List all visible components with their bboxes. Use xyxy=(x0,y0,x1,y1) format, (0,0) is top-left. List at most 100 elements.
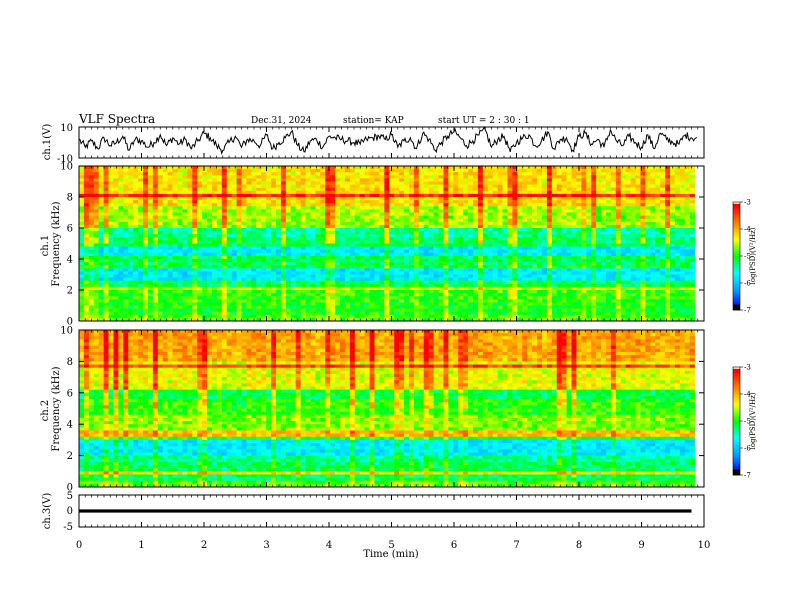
ch1-spectrogram-cell xyxy=(546,277,553,281)
ch1-spectrogram-cell xyxy=(586,265,592,269)
ch1-spectrogram-cell xyxy=(177,166,183,170)
ch1-spectrogram-cell xyxy=(517,240,523,244)
ch1-spectrogram-cell xyxy=(128,234,134,238)
ch1-spectrogram-cell xyxy=(108,243,114,247)
ch1-spectrogram-cell xyxy=(103,259,109,263)
ch1-spectrogram-cell xyxy=(571,262,577,266)
ch1-spectrogram-cell xyxy=(138,166,144,170)
ch1-spectrogram-cell xyxy=(477,224,484,229)
ch1-spectrogram-cell xyxy=(108,190,114,195)
ch1-spectrogram-cell xyxy=(98,237,104,241)
ch1-spectrogram-cell xyxy=(182,175,188,179)
ch1-spectrogram-cell xyxy=(187,283,193,288)
ch1-spectrogram-cell xyxy=(581,277,587,281)
ch1-spectrogram-cell xyxy=(428,228,434,232)
ch1-spectrogram-cell xyxy=(630,166,636,170)
ch1-spectrogram-cell xyxy=(315,172,321,176)
ch1-spectrogram-cell xyxy=(216,206,223,210)
ch1-spectrogram-cell xyxy=(655,224,661,229)
ch1-spectrogram-cell xyxy=(610,224,617,229)
ch1-spectrogram-cell xyxy=(674,249,681,254)
ch1-spectrogram-cell xyxy=(207,237,213,241)
ch1-spectrogram-cell xyxy=(79,169,85,173)
ch1-spectrogram-cell xyxy=(601,193,607,198)
ch1-spectrogram-cell xyxy=(157,252,164,257)
ch1-spectrogram-cell xyxy=(389,237,395,241)
ch1-spectrogram-cell xyxy=(670,197,676,201)
ch1-spectrogram-cell xyxy=(349,181,356,185)
ch1-spectrogram-cell xyxy=(517,166,523,170)
ch1-spectrogram-cell xyxy=(556,187,562,192)
ch1-spectrogram-cell xyxy=(88,224,95,229)
ch1-spectrogram-cell xyxy=(197,228,203,232)
ch1-spectrogram-cell xyxy=(349,190,356,195)
ch1-spectrogram-cell xyxy=(128,243,134,247)
ch1-spectrogram-cell xyxy=(113,237,119,241)
ch1-spectrogram-cell xyxy=(143,283,149,288)
ch1-spectrogram-cell xyxy=(615,271,622,275)
ch1-spectrogram-cell xyxy=(408,169,415,173)
ch1-spectrogram-cell xyxy=(556,277,562,281)
ch1-spectrogram-cell xyxy=(423,274,429,278)
ch1-spectrogram-cell xyxy=(522,286,528,291)
ch1-spectrogram-cell xyxy=(162,224,168,229)
ch1-spectrogram-cell xyxy=(266,274,272,278)
ch1-spectrogram-cell xyxy=(133,249,139,254)
ch1-spectrogram-cell xyxy=(202,178,208,182)
ch1-spectrogram-cell xyxy=(231,166,237,170)
ch1-spectrogram-cell xyxy=(340,224,346,229)
ch1-spectrogram-cell xyxy=(182,268,188,272)
ch1-spectrogram-cell xyxy=(640,224,646,229)
ch1-spectrogram-cell xyxy=(670,215,676,219)
ch1-spectrogram-cell xyxy=(551,193,558,198)
ch1-spectrogram-cell xyxy=(596,234,602,238)
ch1-spectrogram-cell xyxy=(295,212,301,216)
ch1-spectrogram-cell xyxy=(177,200,183,204)
ch1-spectrogram-cell xyxy=(182,280,188,285)
ch1-spectrogram-cell xyxy=(620,234,626,238)
ch1-spectrogram-cell xyxy=(546,190,553,195)
ch1-spectrogram-cell xyxy=(428,252,434,257)
ch1-spectrogram-cell xyxy=(399,280,405,285)
ch1-spectrogram-cell xyxy=(143,252,149,257)
ch1-spectrogram-cell xyxy=(601,187,607,192)
ch1-spectrogram-cell xyxy=(231,184,237,188)
ch1-spectrogram-cell xyxy=(655,231,661,235)
ch1-spectrogram-cell xyxy=(211,240,218,244)
ch1-spectrogram-cell xyxy=(207,181,213,185)
ch1-spectrogram-cell xyxy=(271,178,277,182)
ch1-spectrogram-cell xyxy=(615,234,622,238)
ch1-spectrogram-cell xyxy=(216,193,223,198)
ch1-spectrogram-cell xyxy=(551,286,558,291)
ch1-spectrogram-cell xyxy=(123,190,129,195)
ch1-spectrogram-cell xyxy=(261,190,267,195)
ch1-spectrogram-cell xyxy=(369,237,375,241)
ch1-spectrogram-cell xyxy=(285,240,292,244)
ch1-spectrogram-cell xyxy=(138,197,144,201)
ch1-spectrogram-cell xyxy=(413,243,420,247)
ch1-spectrogram-cell xyxy=(266,175,272,179)
ch1-spectrogram-cell xyxy=(394,190,400,195)
ch1-spectrogram-cell xyxy=(458,286,464,291)
ch1-spectrogram-cell xyxy=(276,252,282,257)
ch1-spectrogram-cell xyxy=(246,283,252,288)
ch1-spectrogram-cell xyxy=(364,262,370,266)
ch1-spectrogram-cell xyxy=(118,243,124,247)
ch1-spectrogram-cell xyxy=(645,172,651,176)
ch1-spectrogram-cell xyxy=(389,234,395,238)
ch1-spectrogram-cell xyxy=(118,259,124,263)
ch1-spectrogram-cell xyxy=(246,200,252,204)
ch1-spectrogram-cell xyxy=(512,286,518,291)
ch1-spectrogram-cell xyxy=(689,231,695,235)
ch1-spectrogram-cell xyxy=(399,184,405,188)
ch1-spectrogram-cell xyxy=(374,228,380,232)
ch1-spectrogram-cell xyxy=(487,283,493,288)
ch1-spectrogram-cell xyxy=(118,274,124,278)
ch1-spectrogram-cell xyxy=(256,237,262,241)
ch1-spectrogram-cell xyxy=(684,203,690,207)
ch1-spectrogram-cell xyxy=(118,283,124,288)
ch1-spectrogram-cell xyxy=(162,212,168,216)
ch1-spectrogram-cell xyxy=(512,240,518,244)
ch1-spectrogram-cell xyxy=(620,169,626,173)
ch1-spectrogram-cell xyxy=(157,246,164,250)
